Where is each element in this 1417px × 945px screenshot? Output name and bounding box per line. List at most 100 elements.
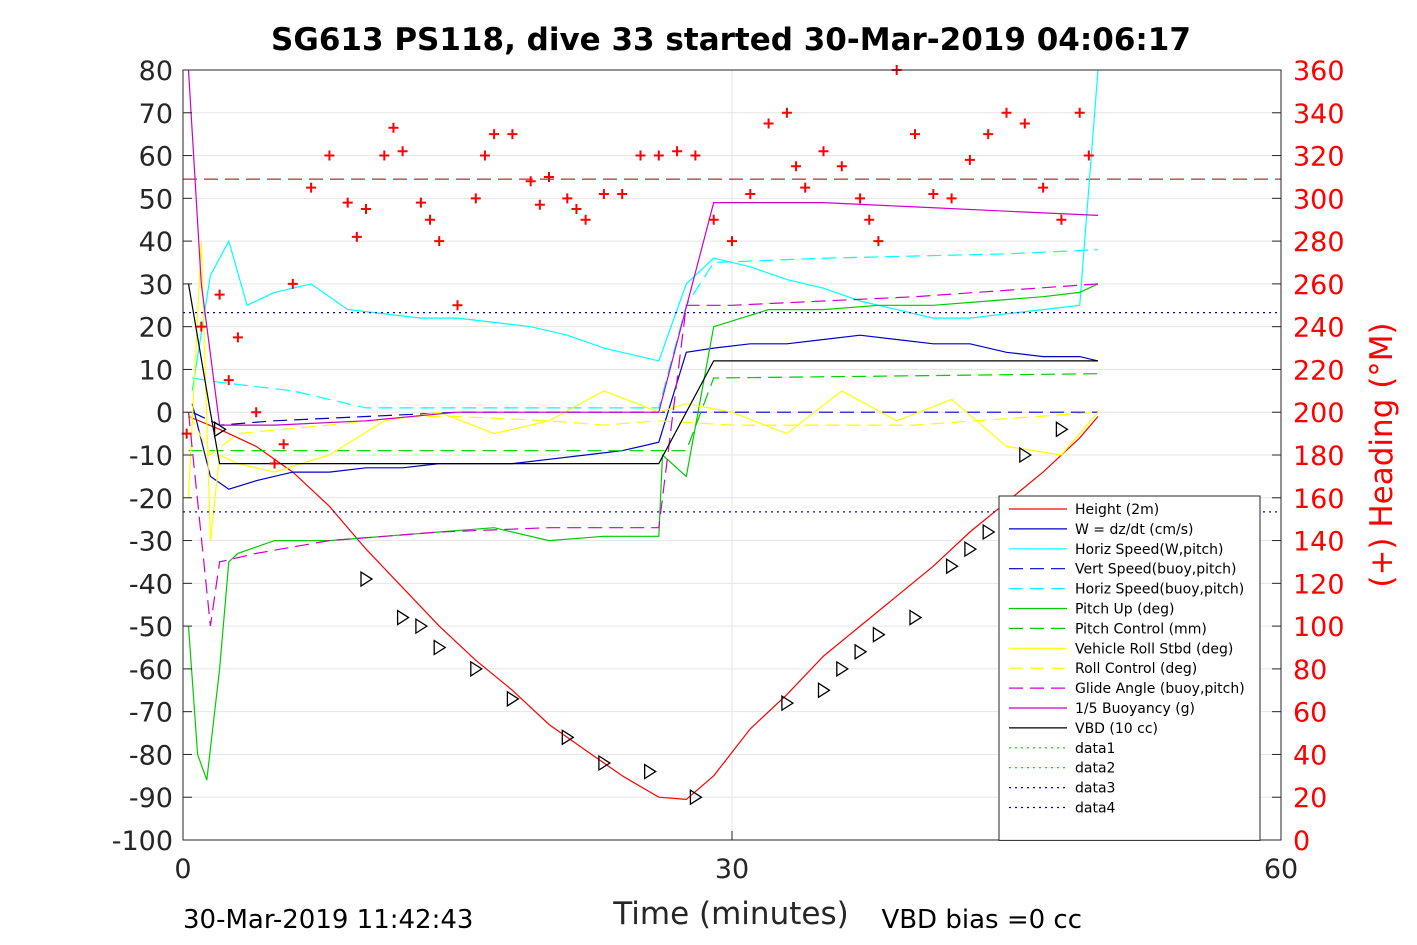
triangle-point [598, 754, 612, 772]
legend-label: Horiz Speed(buoy,pitch) [1075, 582, 1244, 598]
triangle-point [561, 729, 575, 746]
heading-point [507, 129, 518, 140]
right-tick-label: 180 [1293, 441, 1345, 472]
y-tick-label: 0 [156, 398, 173, 429]
right-tick-label: 80 [1293, 655, 1327, 686]
y-tick-label: 20 [139, 313, 173, 344]
heading-point [964, 154, 975, 165]
legend-label: Pitch Up (deg) [1075, 602, 1174, 618]
right-tick-label: 340 [1293, 99, 1345, 130]
heading-point [351, 231, 362, 242]
y-tick-label: -80 [129, 740, 173, 771]
heading-point [1074, 107, 1085, 118]
heading-point [470, 193, 481, 204]
y-tick-label: 30 [139, 270, 173, 301]
triangle-point [1019, 446, 1033, 464]
legend-label: Roll Control (deg) [1075, 661, 1197, 677]
heading-point [1019, 118, 1030, 129]
triangle-point [836, 660, 850, 678]
heading-point [864, 214, 875, 225]
heading-point [306, 182, 317, 193]
triangle-point [817, 682, 831, 699]
x-axis-label: Time (minutes) [612, 896, 848, 932]
legend-label: Pitch Control (mm) [1075, 621, 1207, 637]
heading-point [379, 150, 390, 161]
heading-point [361, 204, 371, 215]
heading-point [1056, 214, 1067, 225]
series-line [192, 249, 1099, 409]
right-tick-label: 200 [1293, 398, 1345, 429]
heading-point [562, 193, 573, 204]
right-tick-label: 240 [1293, 313, 1345, 344]
y-tick-label: -70 [129, 698, 173, 729]
y-tick-label: -20 [129, 484, 173, 515]
heading-point [791, 161, 802, 172]
triangle-point [689, 789, 703, 806]
triangle-point [415, 617, 429, 635]
heading-point [544, 171, 554, 182]
heading-point [425, 214, 436, 225]
heading-point [324, 150, 335, 161]
y-tick-label: 40 [139, 227, 173, 258]
heading-point [571, 204, 582, 215]
y-tick-label: 10 [139, 355, 173, 386]
heading-point [763, 118, 774, 129]
heading-point [415, 197, 426, 208]
heading-point [745, 189, 756, 200]
heading-point [232, 332, 243, 343]
heading-point [452, 300, 463, 311]
triangle-point [945, 558, 959, 575]
triangle-point [909, 609, 923, 626]
heading-point [708, 214, 719, 225]
right-tick-label: 60 [1293, 698, 1327, 729]
heading-point [397, 146, 408, 157]
x-tick-label: 60 [1264, 854, 1298, 885]
heading-point [836, 161, 847, 172]
legend-label: Vehicle Roll Stbd (deg) [1075, 641, 1233, 657]
series-line [187, 283, 1099, 627]
footer-vbd-bias: VBD bias =0 cc [881, 905, 1082, 935]
heading-point [690, 150, 701, 161]
heading-point [727, 236, 737, 247]
heading-point [196, 321, 207, 332]
heading-point [781, 107, 792, 118]
right-tick-label: 360 [1293, 56, 1345, 87]
heading-point [928, 189, 939, 200]
right-tick-label: 140 [1293, 527, 1345, 558]
heading-point [525, 176, 536, 187]
y-tick-label: -40 [129, 569, 173, 600]
y-tick-label: -90 [129, 783, 173, 814]
right-tick-label: 160 [1293, 484, 1345, 515]
triangle-point [470, 660, 484, 678]
heading-point [855, 193, 866, 204]
right-tick-label: 100 [1293, 612, 1345, 643]
legend-label: data1 [1075, 741, 1115, 757]
heading-point [479, 150, 490, 161]
heading-point [598, 189, 609, 200]
heading-point [251, 407, 262, 418]
y-tick-label: 80 [139, 56, 173, 87]
heading-point [434, 236, 445, 247]
y-tick-label: -60 [129, 655, 173, 686]
heading-point [800, 182, 811, 193]
triangle-point [433, 639, 447, 656]
legend-label: Height (2m) [1075, 502, 1159, 518]
legend: Height (2m) W = dz/dt (cm/s) Horiz Speed(W… [998, 495, 1261, 841]
y-tick-label: 60 [139, 142, 173, 173]
chart-title: SG613 PS118, dive 33 started 30-Mar-2019… [271, 22, 1191, 58]
series-lines [183, 69, 1281, 801]
heading-point [635, 150, 646, 161]
triangle-point [854, 643, 868, 660]
y-tick-label: -50 [129, 612, 173, 643]
triangle-point [982, 523, 996, 541]
legend-label: VBD (10 cc) [1075, 721, 1158, 737]
right-tick-label: 220 [1293, 355, 1345, 386]
legend-label: Vert Speed(buoy,pitch) [1075, 562, 1237, 578]
legend-label: data3 [1075, 781, 1115, 797]
heading-point [534, 199, 545, 210]
heading-point [342, 197, 353, 208]
right-tick-label: 40 [1293, 740, 1327, 771]
heading-point [287, 278, 298, 289]
legend-label: Horiz Speed(W,pitch) [1075, 542, 1223, 558]
